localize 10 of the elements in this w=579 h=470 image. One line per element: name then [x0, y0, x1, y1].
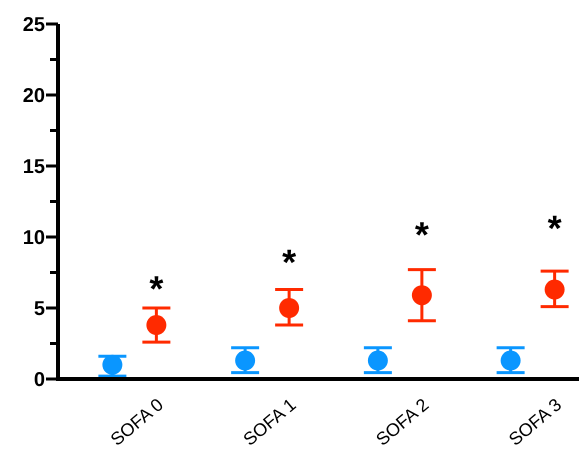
- annotation: *: [414, 214, 429, 255]
- y-tick-label: 25: [22, 14, 45, 36]
- y-tick-label: 0: [34, 369, 45, 391]
- y-tick-label: 15: [22, 156, 45, 178]
- y-tick-label: 10: [22, 227, 45, 249]
- annotation: *: [282, 242, 296, 283]
- annotation: *: [149, 268, 164, 310]
- y-tick-label: 20: [22, 85, 45, 107]
- y-tick-label: 5: [34, 298, 45, 320]
- annotation: *: [548, 207, 562, 248]
